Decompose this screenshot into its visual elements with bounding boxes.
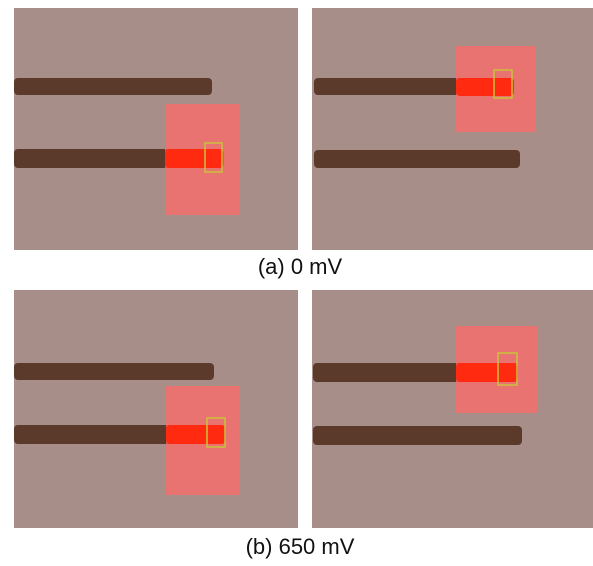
caption: (b) 650 mV xyxy=(246,534,355,559)
figure: (a) 0 mV (b) 650 mV xyxy=(0,0,593,566)
micrograph xyxy=(312,8,593,250)
caption: (a) 0 mV xyxy=(258,254,343,279)
micrograph xyxy=(312,290,593,528)
page: (a) 0 mV (b) 650 mV (() => { const data … xyxy=(0,0,593,566)
micrograph xyxy=(14,8,298,250)
micrograph xyxy=(14,290,298,528)
